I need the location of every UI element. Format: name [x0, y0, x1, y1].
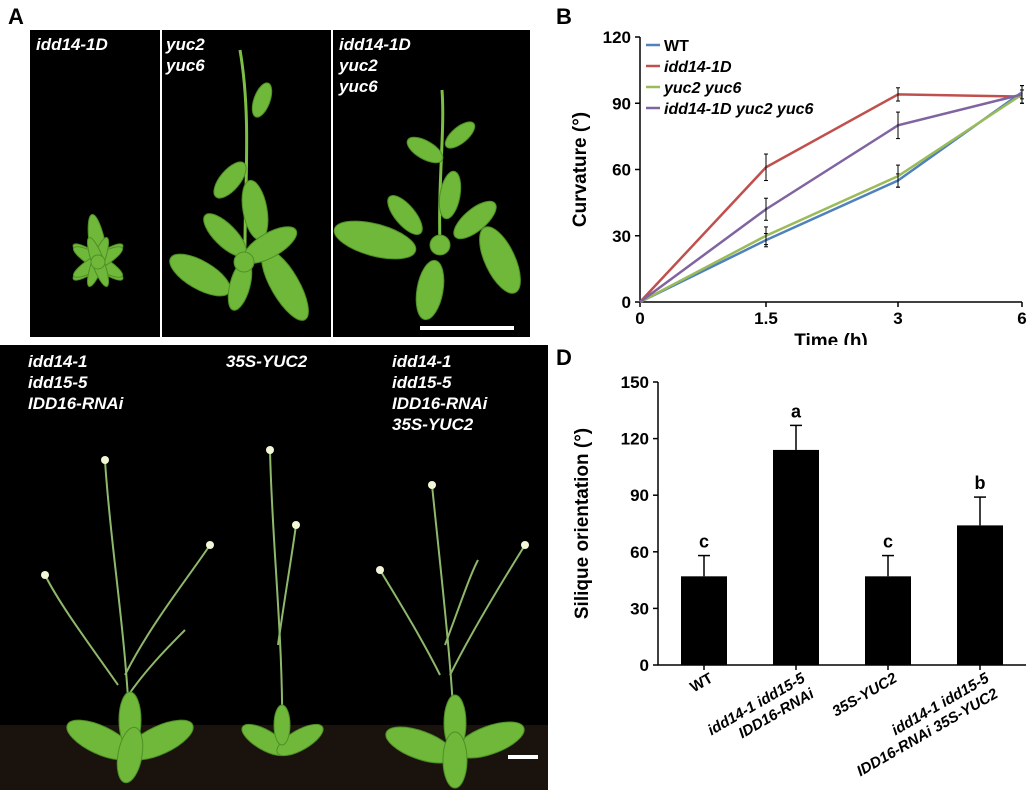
legend-label: yuc2 yuc6 [663, 80, 741, 97]
silique-orientation-bar-chart: 0 30 60 90 120 150 Silique orientation (°) c WT a… [572, 373, 1026, 780]
y-axis-title: Curvature (°) [570, 112, 591, 227]
significance-letter: c [699, 532, 709, 552]
genotype-label: idd14-1 idd15-5 IDD16-RNAi 35S-YUC2 [392, 352, 488, 434]
x-tick-label-line: WT [687, 670, 716, 696]
series-line [639, 93, 1023, 304]
genotype-label: yuc2 yuc6 [166, 35, 205, 75]
x-tick-label-text: WT [687, 670, 716, 696]
plant-rosettes-image [72, 49, 521, 321]
x-tick-label: 0 [635, 309, 644, 328]
scale-bar [420, 326, 514, 330]
panel-letter-b: B [556, 4, 572, 29]
significance-letter: c [883, 532, 893, 552]
genotype-label: 35S-YUC2 [226, 352, 308, 371]
y-tick-label: 90 [630, 486, 649, 505]
bar [957, 525, 1003, 665]
x-tick-label-text: idd14-1 idd15-5IDD16-RNAi [705, 669, 818, 754]
y-tick-label: 120 [621, 430, 649, 449]
genotype-label: idd14-1D [36, 35, 108, 54]
y-tick-label: 120 [603, 28, 631, 47]
scale-bar [508, 755, 538, 759]
significance-letter: a [791, 401, 802, 421]
x-tick-label: idd14-1 idd15-5IDD16-RNAi [705, 669, 818, 754]
y-tick-label: 30 [612, 227, 631, 246]
x-tick-label: 35S-YUC2 [829, 669, 900, 720]
y-tick-label: 0 [640, 656, 649, 675]
photo-panel-c: idd14-1 idd15-5 IDD16-RNAi 35S-YUC2 idd1… [0, 345, 548, 790]
x-tick-label-text: 35S-YUC2 [829, 669, 900, 720]
y-axis-title: Silique orientation (°) [572, 428, 593, 619]
x-tick-label-line: IDD16-RNAi 35S-YUC2 [854, 685, 1002, 780]
y-tick-label: 60 [630, 543, 649, 562]
x-tick-label-line: 35S-YUC2 [829, 669, 900, 720]
y-tick-label: 150 [621, 373, 649, 392]
significance-letter: b [975, 473, 986, 493]
y-tick-label: 90 [612, 94, 631, 113]
bar [681, 576, 727, 665]
x-tick-label: 3 [893, 309, 902, 328]
legend-label: idd14-1D [664, 59, 732, 76]
bar [773, 449, 819, 665]
panel-letter-d: D [556, 345, 572, 370]
series-line [639, 93, 1023, 303]
genotype-label: idd14-1D yuc2 yuc6 [339, 35, 411, 96]
x-tick-label: WT [687, 670, 716, 696]
photo-divider [331, 30, 333, 337]
y-tick-label: 30 [630, 599, 649, 618]
photo-divider [160, 30, 162, 337]
x-axis-title: Time (h) [794, 331, 868, 345]
y-tick-label: 0 [622, 293, 631, 312]
curvature-line-chart: 0 30 60 90 120 0 1.5 3 6 Time (h) Curvature (°) WT i… [570, 28, 1027, 345]
panel-letter-a: A [8, 4, 24, 29]
x-tick-label: 6 [1017, 309, 1026, 328]
genotype-label: idd14-1 idd15-5 IDD16-RNAi [28, 352, 124, 413]
series-line [639, 93, 1023, 304]
legend-label: WT [664, 38, 689, 55]
bar [865, 576, 911, 665]
y-tick-label: 60 [612, 161, 631, 180]
plant-inflorescence-image [0, 446, 548, 790]
x-tick-label: 1.5 [754, 309, 778, 328]
legend-label: idd14-1D yuc2 yuc6 [664, 101, 814, 118]
photo-panel-a: idd14-1D yuc2 yuc6 idd14-1D yuc2 yuc6 [30, 30, 530, 337]
